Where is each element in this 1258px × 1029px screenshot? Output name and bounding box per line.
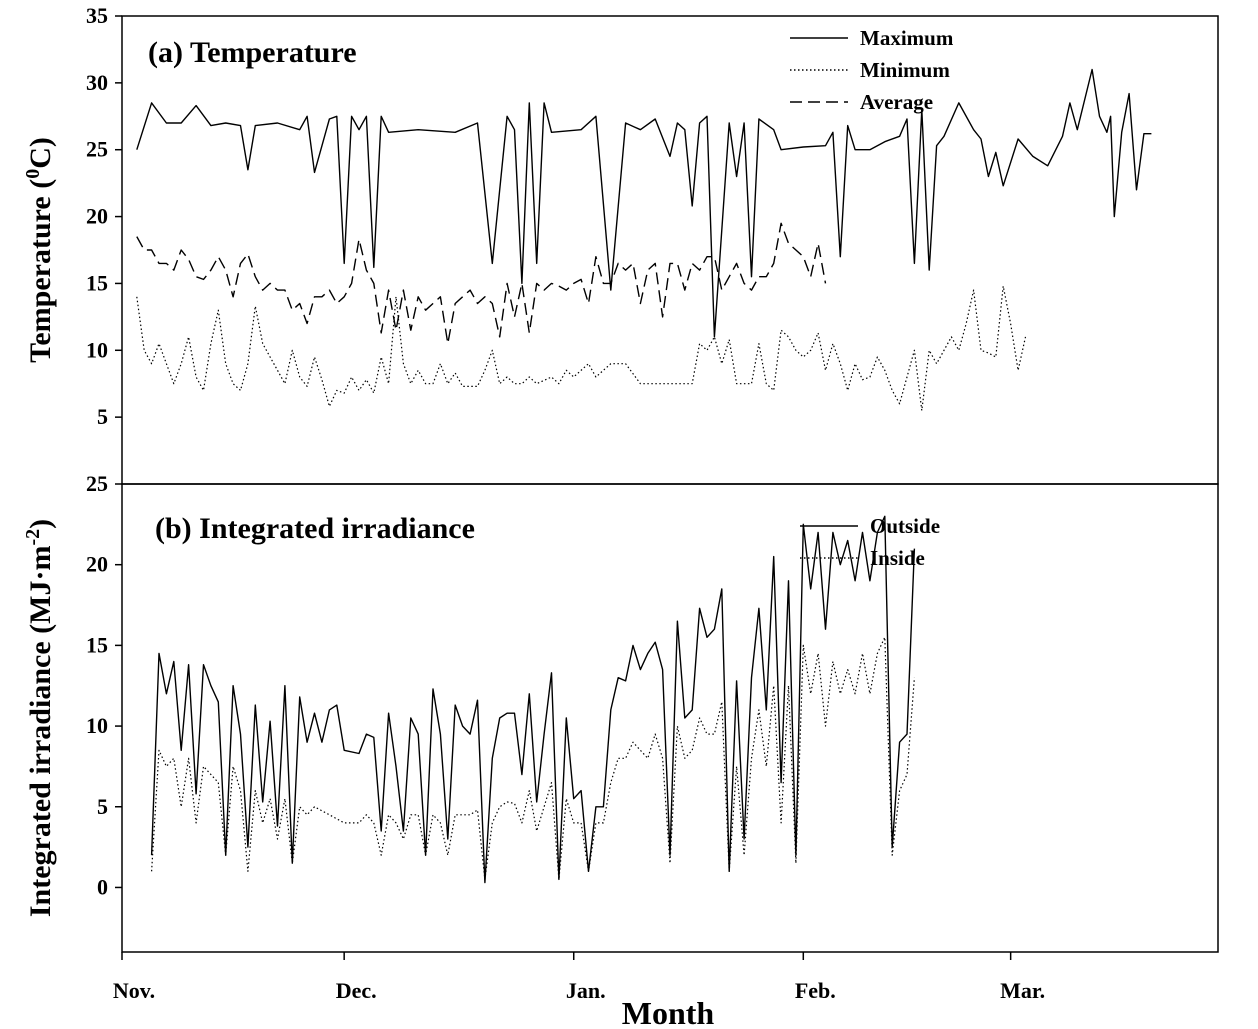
temperature-panel: 5 10 15 20 25 30 35 Temperature (0C) (a) Tempera… [22,3,1219,485]
temperature-y-axis-title: Temperature (0C) [22,137,57,363]
temperature-panel-title: (a) Temperature [148,36,357,69]
temperature-y-tick-label: 20 [86,204,108,229]
irradiance-y-tick-label: 0 [97,874,108,899]
x-tick-label-nov: Nov. [113,978,155,1003]
irradiance-y-tick-label: 5 [97,794,108,819]
legend-label-outside: Outside [870,514,940,538]
irradiance-panel-title: (b) Integrated irradiance [155,512,475,545]
x-axis-title: Month [622,995,715,1029]
irradiance-series-inside [151,636,915,880]
legend-label-inside: Inside [870,546,925,570]
x-tick-label-feb: Feb. [795,978,836,1003]
temperature-series-maximum [136,68,1152,338]
legend-label-maximum: Maximum [860,26,954,50]
temperature-y-tick-label: 10 [86,337,108,362]
irradiance-plot-frame [121,483,1219,953]
temperature-y-tick-label: 25 [86,137,108,162]
irradiance-y-tick-label: 20 [86,552,108,577]
irradiance-y-tick-label: 25 [86,471,108,496]
x-tick-label-dec: Dec. [336,978,377,1003]
irradiance-y-tick-label: 10 [86,713,108,738]
legend-label-average: Average [860,90,933,114]
irradiance-y-axis-title: Integrated irradiance (MJ·m-2) [22,519,57,917]
irradiance-series-outside [150,515,916,884]
irradiance-panel: 0 5 10 15 20 25 Integrated irradiance (MJ·m-2)… [22,471,1219,953]
temperature-y-tick-label: 30 [86,70,108,95]
temperature-series-minimum [136,285,1027,412]
temperature-plot-frame [121,15,1219,485]
x-tick-label-mar: Mar. [1000,978,1045,1003]
x-tick-label-jan: Jan. [566,978,606,1003]
irradiance-y-tick-label: 15 [86,632,108,657]
legend-label-minimum: Minimum [860,58,950,82]
shared-x-axis: Nov. Dec. Jan. Feb. Mar. Month [113,952,1045,1029]
temperature-series-average [136,222,827,345]
temperature-y-tick-label: 35 [86,3,108,28]
temperature-y-tick-label: 15 [86,270,108,295]
temperature-y-tick-label: 5 [97,404,108,429]
